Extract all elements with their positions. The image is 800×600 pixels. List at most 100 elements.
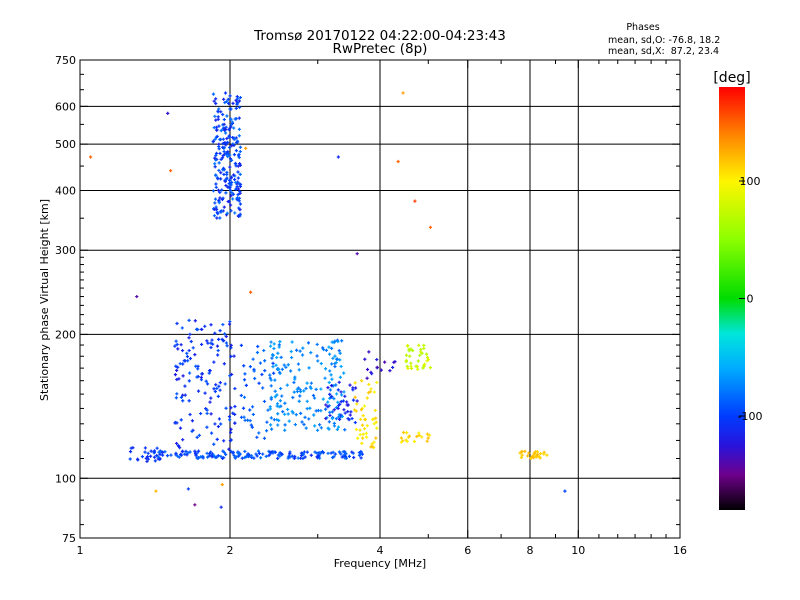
data-point <box>237 152 241 157</box>
data-point <box>345 400 349 404</box>
data-point <box>277 453 281 457</box>
x-tick-label: 10 <box>571 544 585 557</box>
data-point <box>388 368 392 373</box>
data-point <box>228 94 232 98</box>
data-point <box>337 380 341 384</box>
data-point <box>233 456 237 460</box>
data-point <box>334 405 338 410</box>
data-point <box>417 343 421 347</box>
data-point <box>333 354 337 358</box>
data-point <box>306 341 311 345</box>
data-point <box>152 455 157 459</box>
data-point <box>342 408 346 412</box>
data-point <box>233 412 237 417</box>
data-point <box>240 456 244 460</box>
data-point <box>212 99 216 103</box>
data-point <box>280 394 284 398</box>
data-point <box>278 399 282 403</box>
data-point <box>229 176 233 180</box>
data-point <box>215 134 219 139</box>
data-point <box>213 114 217 118</box>
data-point <box>417 431 421 435</box>
data-point <box>148 454 153 458</box>
data-point <box>216 212 220 216</box>
data-point <box>216 188 221 192</box>
data-point <box>228 178 232 183</box>
data-point <box>226 97 230 101</box>
data-point <box>334 417 338 421</box>
data-point <box>364 435 369 439</box>
data-point <box>227 145 232 150</box>
data-point <box>237 454 241 458</box>
data-point <box>182 359 186 363</box>
data-point <box>352 408 357 412</box>
data-point <box>283 423 287 427</box>
chart-subtitle: RwPretec (8p) <box>333 41 428 57</box>
data-point <box>215 128 219 132</box>
data-point <box>300 420 304 424</box>
data-point <box>146 451 150 455</box>
data-point <box>425 432 430 436</box>
data-point <box>239 415 244 419</box>
data-point <box>232 354 236 358</box>
data-point <box>216 454 220 458</box>
data-point <box>227 447 231 451</box>
data-point <box>228 374 232 378</box>
data-point <box>238 172 242 176</box>
data-point <box>218 216 222 220</box>
data-point <box>238 149 242 154</box>
data-point <box>140 455 145 459</box>
data-point <box>223 91 228 95</box>
data-point <box>223 131 228 135</box>
data-point <box>360 423 365 427</box>
data-point <box>228 165 232 169</box>
data-point <box>200 327 204 332</box>
data-point <box>340 339 344 343</box>
data-point <box>326 400 330 404</box>
x-tick-label: 16 <box>673 544 687 557</box>
data-point <box>233 386 237 391</box>
data-point <box>337 417 342 422</box>
data-point <box>215 344 220 348</box>
data-point <box>253 376 257 381</box>
data-point <box>234 106 238 110</box>
data-point <box>217 168 221 173</box>
data-point <box>214 185 218 189</box>
data-point <box>222 166 226 171</box>
data-point <box>230 191 234 195</box>
data-point <box>359 407 364 412</box>
data-point <box>294 348 299 352</box>
data-point <box>181 374 185 378</box>
data-point <box>212 442 216 446</box>
data-point <box>316 456 320 460</box>
data-point <box>328 392 332 396</box>
data-point <box>221 141 225 146</box>
data-point <box>180 450 184 454</box>
data-point <box>212 214 217 218</box>
y-axis-label: Stationary phase Virtual Height [km] <box>38 199 51 401</box>
data-point <box>225 170 229 175</box>
data-point <box>296 362 301 366</box>
data-point <box>275 393 279 397</box>
data-point <box>272 371 276 375</box>
data-point <box>220 188 224 192</box>
data-point <box>229 449 233 453</box>
data-point <box>174 396 178 400</box>
stats-heading: Phases <box>626 22 659 33</box>
data-point <box>193 319 197 323</box>
data-point <box>217 198 221 203</box>
data-point <box>249 454 254 458</box>
data-point <box>237 206 241 210</box>
data-point <box>358 433 362 437</box>
data-point <box>308 406 312 410</box>
data-point <box>227 415 232 419</box>
data-point <box>256 449 261 453</box>
data-point <box>224 334 228 339</box>
data-point <box>128 450 133 454</box>
data-point <box>166 111 170 115</box>
data-point <box>372 390 376 394</box>
data-point <box>365 424 370 428</box>
data-point <box>194 327 199 331</box>
data-point <box>319 409 323 413</box>
data-point <box>415 364 419 369</box>
